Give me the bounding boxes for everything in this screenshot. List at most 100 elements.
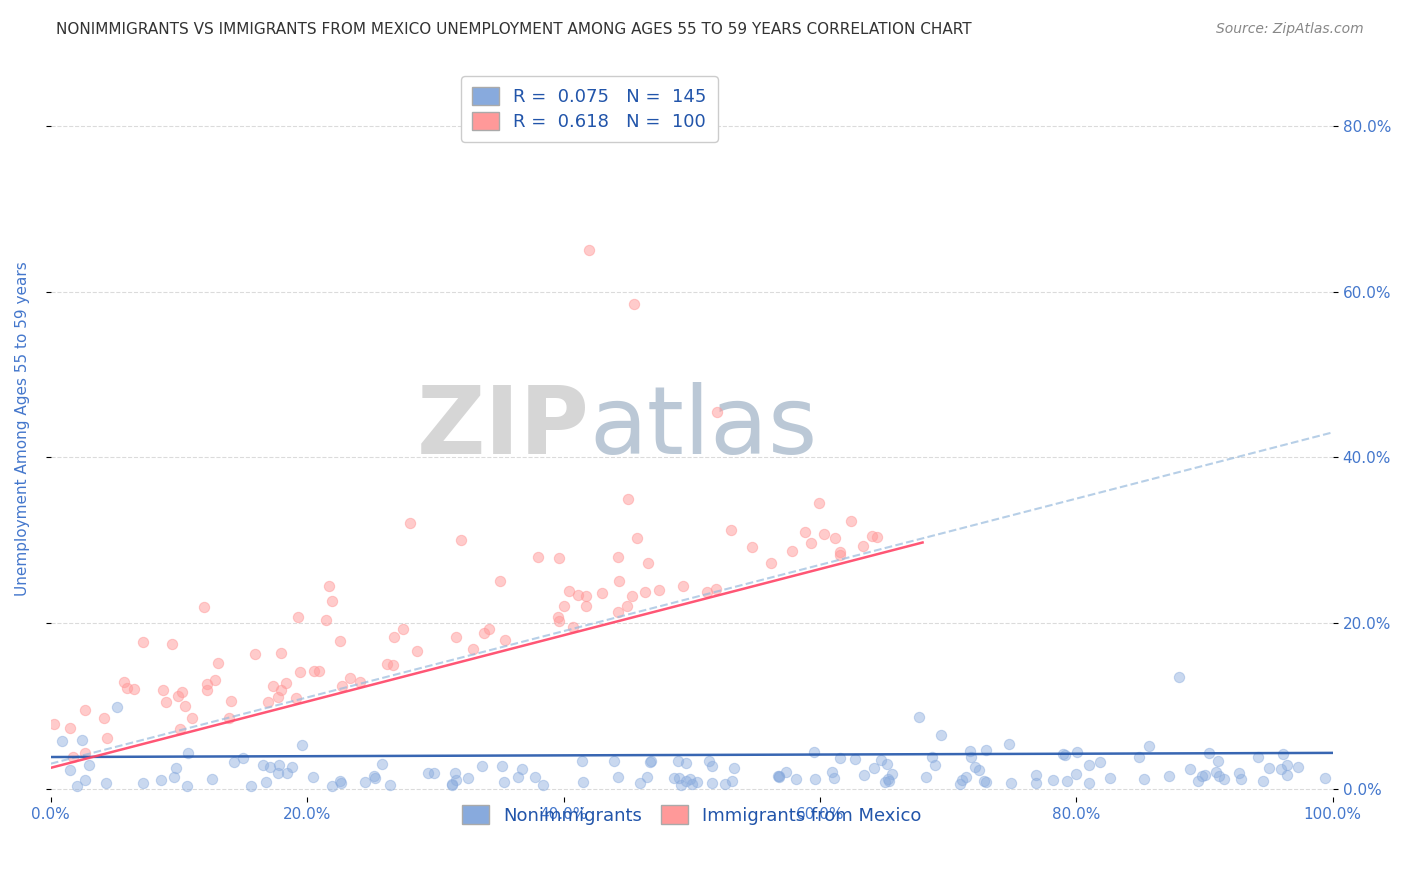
Point [1208,754,1230,768]
Point [62,749,84,764]
Point [132,776,155,790]
Point [1288,760,1310,774]
Point [1157,769,1180,783]
Point [572,775,595,789]
Point [1128,749,1150,764]
Point [1229,772,1251,786]
Point [288,665,311,680]
Point [603,755,626,769]
Point [169,722,191,736]
Point [616,599,638,613]
Point [714,777,737,791]
Point [1178,762,1201,776]
Point [976,774,998,789]
Point [330,775,353,789]
Point [558,584,581,599]
Point [974,743,997,757]
Point [672,579,695,593]
Point [318,579,340,593]
Point [107,699,129,714]
Point [821,764,844,779]
Point [94,776,117,790]
Point [675,774,697,789]
Text: ZIP: ZIP [416,382,589,475]
Point [193,600,215,615]
Point [575,589,598,603]
Point [803,746,825,760]
Point [321,594,343,608]
Point [626,531,648,545]
Point [785,772,807,786]
Point [218,710,240,724]
Point [1078,758,1101,772]
Point [768,769,790,783]
Point [1066,744,1088,758]
Point [382,630,405,644]
Point [675,756,697,770]
Point [952,772,974,787]
Point [222,756,245,770]
Point [1251,773,1274,788]
Point [378,779,401,793]
Point [697,754,720,768]
Point [259,759,281,773]
Point [606,605,628,619]
Point [1052,747,1074,761]
Point [96,731,118,745]
Point [637,556,659,570]
Point [571,754,593,768]
Point [173,699,195,714]
Point [929,728,952,742]
Point [1056,774,1078,789]
Point [195,677,218,691]
Point [967,763,990,777]
Point [648,583,671,598]
Point [276,766,298,780]
Point [207,657,229,671]
Point [623,297,645,311]
Point [444,766,467,780]
Point [998,737,1021,751]
Point [823,772,845,786]
Point [219,694,242,708]
Text: Source: ZipAtlas.com: Source: ZipAtlas.com [1216,22,1364,37]
Point [474,625,496,640]
Point [494,774,516,789]
Point [165,761,187,775]
Point [1187,773,1209,788]
Point [270,682,292,697]
Point [152,683,174,698]
Point [807,496,830,510]
Point [876,756,898,771]
Point [491,758,513,772]
Point [1313,771,1336,785]
Point [1042,772,1064,787]
Point [72,733,94,747]
Point [1025,776,1047,790]
Point [392,622,415,636]
Point [457,771,479,785]
Point [267,690,290,704]
Point [1025,767,1047,781]
Point [471,759,494,773]
Point [77,758,100,772]
Point [723,761,745,775]
Point [634,585,657,599]
Point [761,556,783,570]
Point [440,778,463,792]
Point [201,772,224,787]
Point [204,673,226,688]
Point [794,525,817,540]
Point [267,757,290,772]
Point [704,582,727,596]
Point [478,623,501,637]
Point [702,758,724,772]
Point [257,695,280,709]
Y-axis label: Unemployment Among Ages 55 to 59 years: Unemployment Among Ages 55 to 59 years [15,260,30,596]
Point [444,630,467,644]
Point [628,775,651,789]
Point [875,775,897,789]
Point [1272,747,1295,761]
Point [668,754,690,768]
Point [195,683,218,698]
